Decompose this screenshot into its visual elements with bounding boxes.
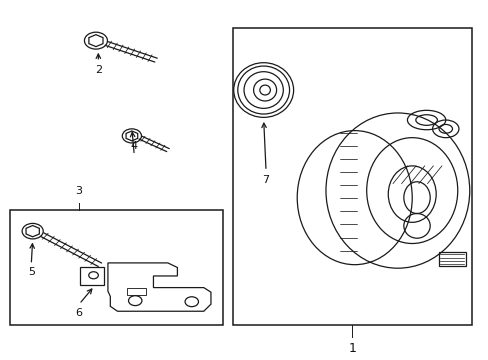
Text: 3: 3	[76, 186, 82, 196]
Text: 4: 4	[130, 141, 138, 151]
Text: 5: 5	[28, 267, 35, 278]
Bar	[80, 267, 104, 285]
Text: 6: 6	[76, 308, 82, 318]
Bar	[232, 28, 471, 325]
Bar	[10, 210, 223, 325]
Bar	[438, 252, 466, 266]
Text: 1: 1	[347, 342, 356, 355]
Text: 2: 2	[95, 66, 102, 75]
Text: 7: 7	[262, 175, 269, 185]
